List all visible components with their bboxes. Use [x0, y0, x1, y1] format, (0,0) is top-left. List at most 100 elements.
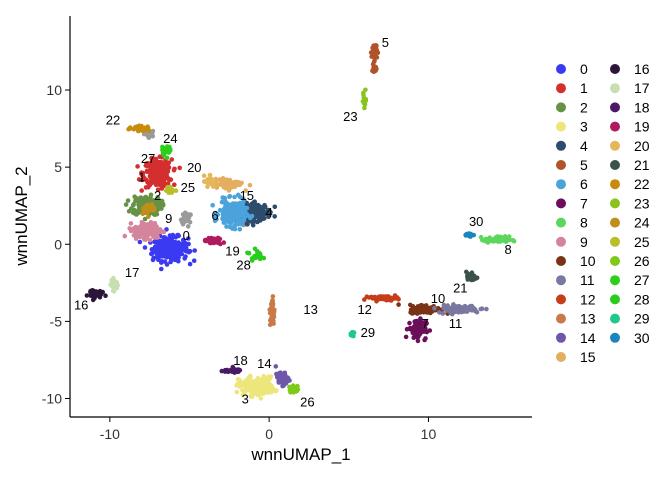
data-point-cluster-27	[164, 155, 170, 161]
data-point-cluster-2	[156, 206, 161, 212]
data-point-cluster-1	[140, 173, 146, 178]
data-point-cluster-10	[415, 304, 421, 309]
data-point-cluster-17	[111, 279, 116, 284]
data-point-cluster-1	[166, 165, 172, 170]
data-point-cluster-0	[186, 236, 191, 241]
legend-swatch-11	[556, 275, 566, 286]
data-point-cluster-7	[422, 337, 427, 343]
cluster-label-12: 12	[357, 302, 371, 317]
legend-swatch-17	[610, 83, 620, 94]
legend-label-30: 30	[634, 330, 650, 346]
data-point-cluster-0	[164, 241, 169, 247]
data-point-cluster-3	[255, 383, 260, 389]
data-point-cluster-24	[149, 202, 155, 207]
data-point-cluster-28	[254, 253, 260, 258]
y-tick-label: -5	[50, 313, 63, 329]
legend-swatch-7	[556, 198, 566, 209]
data-point-cluster-5	[371, 65, 376, 71]
data-point-cluster-20	[201, 173, 207, 178]
legend-label-16: 16	[634, 61, 650, 77]
legend: 0123456789101112131415161718192021222324…	[556, 61, 650, 365]
data-point-cluster-9	[142, 221, 147, 227]
data-point-cluster-0	[142, 245, 148, 250]
data-point-cluster-4	[262, 202, 267, 208]
legend-label-10: 10	[580, 253, 596, 269]
data-point-cluster-6	[221, 220, 227, 225]
legend-label-27: 27	[634, 272, 650, 288]
legend-swatch-22	[610, 179, 620, 190]
data-point-cluster-3	[246, 387, 252, 393]
data-point-cluster-13	[267, 322, 273, 328]
data-point-cluster-12	[392, 293, 398, 298]
legend-swatch-0	[556, 64, 566, 74]
legend-label-13: 13	[580, 311, 596, 327]
data-point-cluster-6	[239, 218, 244, 224]
data-point-cluster-25	[166, 190, 171, 195]
data-point-cluster-6	[249, 213, 255, 219]
data-point-cluster-7	[403, 334, 409, 340]
data-point-cluster-6	[240, 213, 245, 218]
data-point-cluster-4	[263, 210, 268, 216]
data-point-cluster-20	[207, 172, 213, 178]
data-point-cluster-26	[292, 386, 298, 391]
x-tick-label: 0	[265, 426, 273, 442]
legend-swatch-12	[556, 294, 566, 305]
legend-swatch-15	[556, 352, 566, 362]
legend-swatch-5	[556, 160, 566, 170]
data-point-cluster-12	[364, 294, 370, 300]
y-tick-label: 10	[46, 82, 62, 98]
cluster-label-11: 11	[449, 316, 463, 331]
data-point-cluster-2	[142, 216, 148, 222]
data-point-cluster-4	[255, 205, 261, 211]
data-point-cluster-1	[157, 164, 162, 170]
legend-label-7: 7	[580, 195, 588, 211]
data-point-cluster-24	[146, 214, 151, 219]
data-point-cluster-14	[273, 364, 279, 369]
data-point-cluster-0	[187, 248, 193, 254]
legend-swatch-27	[610, 275, 620, 286]
data-point-cluster-0	[160, 240, 165, 246]
data-point-cluster-15	[228, 183, 234, 188]
data-point-cluster-6	[212, 218, 218, 224]
data-point-cluster-23	[361, 90, 366, 96]
data-point-cluster-13	[270, 308, 275, 313]
legend-swatch-24	[610, 217, 620, 228]
data-point-cluster-28	[245, 250, 250, 256]
legend-label-8: 8	[580, 215, 588, 231]
data-point-cluster-11	[441, 305, 446, 311]
data-point-cluster-5	[371, 50, 377, 55]
data-point-cluster-9	[148, 220, 154, 225]
cluster-label-29: 29	[361, 325, 375, 340]
data-point-cluster-5	[372, 44, 377, 50]
data-point-cluster-8	[503, 239, 509, 244]
data-point	[183, 213, 188, 219]
data-point-cluster-2	[125, 198, 131, 203]
data-point-cluster-0	[170, 235, 175, 240]
cluster-label-1: 1	[138, 169, 145, 184]
legend-label-19: 19	[634, 119, 650, 135]
data-point-cluster-8	[488, 237, 493, 242]
data-point-cluster-3	[234, 389, 240, 395]
data-point-cluster-3	[272, 388, 278, 394]
data-point-cluster-0	[172, 257, 178, 263]
cluster-label-13: 13	[303, 302, 317, 317]
legend-swatch-25	[610, 236, 620, 247]
data-point-cluster-26	[287, 387, 293, 393]
data-point-cluster-1	[155, 187, 161, 192]
data-point-cluster-4	[272, 214, 278, 219]
legend-swatch-26	[610, 256, 620, 266]
cluster-label-19: 19	[225, 243, 239, 258]
cluster-label-15: 15	[240, 188, 254, 203]
data-point-cluster-3	[248, 393, 254, 399]
data-point-cluster-7	[427, 328, 433, 333]
data-point-cluster-19	[202, 238, 208, 243]
data-point-cluster-2	[142, 195, 148, 200]
data-point-cluster-0	[137, 239, 143, 245]
data-point-cluster-8	[478, 234, 484, 240]
legend-label-25: 25	[634, 234, 650, 250]
cluster-label-27: 27	[141, 151, 155, 166]
data-point-cluster-1	[155, 169, 161, 175]
cluster-label-30: 30	[469, 214, 483, 229]
legend-label-12: 12	[580, 291, 596, 307]
